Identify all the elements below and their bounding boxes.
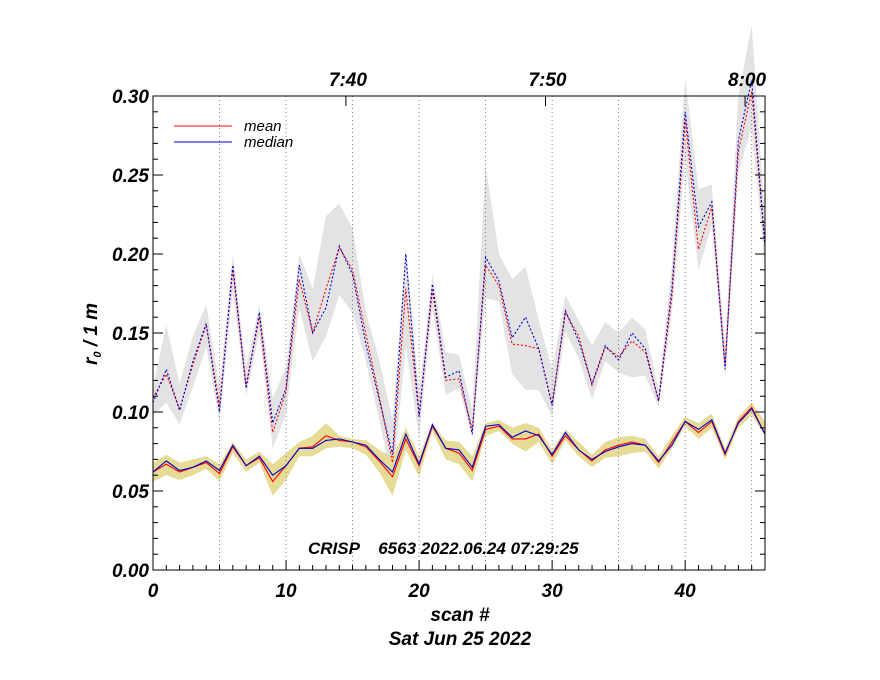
y-tick-label-4: 0.20 [112, 245, 149, 266]
y-axis-title-rest: / 1 m [81, 303, 102, 352]
time-tick-label-1: 7:50 [528, 70, 566, 91]
x-tick-label-10: 10 [275, 581, 297, 602]
x-tick-label-40: 40 [674, 581, 697, 602]
legend-median-label: median [244, 134, 293, 151]
upper-band [153, 24, 765, 484]
lower-band [153, 402, 765, 496]
x-tick-label-0: 0 [148, 581, 159, 602]
plot-frame [152, 95, 766, 571]
grid-layer [219, 96, 753, 570]
y-axis-title-r: r [81, 356, 102, 365]
legend-mean-label: mean [244, 118, 282, 135]
axes-layer: 0 10 20 30 40 7:40 7:50 8:00 0.00 0.05 0.10 0.15 0.2… [112, 70, 766, 602]
time-tick-label-2: 8:00 [728, 70, 766, 91]
legend: mean median [174, 118, 293, 151]
y-tick-label-1: 0.05 [112, 482, 149, 503]
x-tick-label-30: 30 [542, 581, 564, 602]
lines-layer [153, 80, 765, 483]
y-tick-label-0: 0.00 [112, 561, 149, 582]
instrument-annotation: CRISP 6563 2022.06.24 07:29:25 [308, 539, 579, 558]
y-tick-label-2: 0.10 [112, 403, 149, 424]
time-tick-label-0: 7:40 [329, 70, 367, 91]
y-tick-label-3: 0.15 [112, 324, 149, 345]
y-axis-title-sub: 0 [92, 351, 104, 358]
x-tick-label-20: 20 [408, 581, 431, 602]
lower-median-line [153, 407, 765, 476]
bands-layer [153, 24, 765, 496]
svg-text:r0 / 1 m: r0 / 1 m [81, 303, 104, 365]
y-tick-label-6: 0.30 [112, 87, 149, 108]
y-tick-label-5: 0.25 [112, 166, 149, 187]
y-axis-title: r0 / 1 m [81, 303, 104, 365]
date-label: Sat Jun 25 2022 [389, 629, 532, 650]
x-axis-title: scan # [430, 605, 490, 626]
